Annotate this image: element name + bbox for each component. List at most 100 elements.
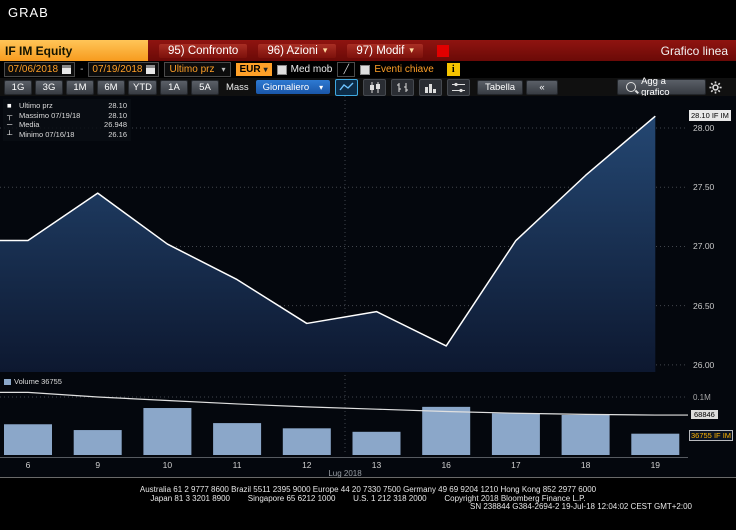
legend-square-icon: ■ xyxy=(7,101,16,111)
gear-icon xyxy=(709,81,722,94)
last-price-label: 28.10 IF IM xyxy=(689,110,731,121)
volume-ma-label: 68846 xyxy=(691,410,718,419)
ohlc-bars-icon xyxy=(395,82,410,93)
date-from-field[interactable]: 07/06/2018 xyxy=(4,62,75,77)
tabella-button[interactable]: Tabella xyxy=(477,80,523,95)
chart-toolbar: 07/06/2018 - 07/19/2018 Ultimo prz ▾ EUR… xyxy=(0,61,736,78)
grab-label: GRAB xyxy=(8,5,49,20)
candlestick-icon xyxy=(367,82,382,93)
legend-low-icon: ┴ xyxy=(7,130,16,140)
legend-label: Ultimo prz xyxy=(19,101,105,111)
annotate-pencil-icon[interactable]: ╱ xyxy=(337,62,355,77)
date-to-field[interactable]: 07/19/2018 xyxy=(88,62,159,77)
price-axis-label: 26.50 xyxy=(693,301,714,311)
price-axis-label: 28.00 xyxy=(693,123,714,133)
view-title: Grafico linea xyxy=(661,44,728,58)
settings-gear-button[interactable] xyxy=(709,81,722,94)
volume-legend: Volume 36755 xyxy=(4,377,62,386)
bar-chart-icon xyxy=(423,82,438,93)
x-axis-label: 19 xyxy=(640,460,670,470)
x-axis-label: 18 xyxy=(571,460,601,470)
legend-high-icon: ┬ xyxy=(7,111,16,121)
legend-label: Minimo 07/16/18 xyxy=(19,130,105,140)
chevron-down-icon: ▾ xyxy=(319,83,323,92)
x-axis-label: 11 xyxy=(222,460,252,470)
volume-swatch-icon xyxy=(4,379,11,385)
med-mob-option[interactable]: Med mob xyxy=(277,64,333,75)
chevron-down-icon: ▾ xyxy=(221,65,225,74)
security-ticker-field[interactable]: IF IM Equity xyxy=(0,40,148,61)
period-ytd-button[interactable]: YTD xyxy=(128,80,157,95)
menu-modif[interactable]: 97) Modif ▾ xyxy=(347,44,422,58)
legend-media: ─ Media 26.948 xyxy=(7,120,127,130)
date-to-value: 07/19/2018 xyxy=(92,64,142,75)
menu-azioni[interactable]: 96) Azioni ▾ xyxy=(258,44,336,58)
frequency-dropdown[interactable]: Giornaliero ▾ xyxy=(256,80,330,94)
legend-minimo: ┴ Minimo 07/16/18 26.16 xyxy=(7,130,127,140)
legend-label: Massimo 07/19/18 xyxy=(19,111,105,121)
collapse-panel-button[interactable]: « xyxy=(526,80,558,95)
x-axis: Lug 2018 691011121316171819 xyxy=(0,457,688,478)
currency-dropdown[interactable]: EUR ▾ xyxy=(236,63,272,76)
ohlc-bars-type-button[interactable] xyxy=(391,79,414,96)
price-legend: ■ Ultimo prz 28.10 ┬ Massimo 07/19/18 28… xyxy=(3,99,131,141)
magnifier-icon xyxy=(626,82,636,92)
line-chart-icon xyxy=(339,82,354,92)
notification-icon[interactable] xyxy=(437,45,449,57)
menu-confronto-label: 95) Confronto xyxy=(168,45,238,57)
date-separator: - xyxy=(80,64,83,75)
bar-volume-type-button[interactable] xyxy=(419,79,442,96)
x-axis-label: 13 xyxy=(362,460,392,470)
add-to-chart-label: Agg a grafico xyxy=(641,76,697,98)
period-1m-button[interactable]: 1M xyxy=(66,80,94,95)
volume-last-label: 36755 IF IM xyxy=(689,430,733,441)
line-chart-type-button[interactable] xyxy=(335,79,358,96)
candlestick-type-button[interactable] xyxy=(363,79,386,96)
x-axis-title: Lug 2018 xyxy=(313,469,377,478)
legend-mean-icon: ─ xyxy=(7,120,16,130)
chart-region: ■ Ultimo prz 28.10 ┬ Massimo 07/19/18 28… xyxy=(0,96,736,478)
menu-azioni-label: 96) Azioni xyxy=(267,45,318,57)
chevron-down-icon: ▾ xyxy=(264,65,268,74)
legend-massimo: ┬ Massimo 07/19/18 28.10 xyxy=(7,111,127,121)
legend-value: 26.16 xyxy=(108,130,127,140)
eventi-chiave-label: Eventi chiave xyxy=(374,64,433,75)
add-to-chart-button[interactable]: Agg a grafico xyxy=(617,79,706,95)
x-axis-label: 6 xyxy=(13,460,43,470)
period-bar: 1G 3G 1M 6M YTD 1A 5A Mass Giornaliero ▾ xyxy=(0,78,736,96)
period-5a-button[interactable]: 5A xyxy=(191,80,219,95)
legend-ultimo-prz: ■ Ultimo prz 28.10 xyxy=(7,101,127,111)
period-mass-button[interactable]: Mass xyxy=(226,82,249,93)
period-1a-button[interactable]: 1A xyxy=(160,80,188,95)
right-axis: 28.10 IF IM 0.1M 68846 36755 IF IM 28.00… xyxy=(688,96,736,477)
x-axis-label: 10 xyxy=(152,460,182,470)
menu-confronto[interactable]: 95) Confronto xyxy=(159,44,247,58)
calendar-icon[interactable] xyxy=(146,65,155,74)
med-mob-checkbox[interactable] xyxy=(277,65,287,75)
period-1g-button[interactable]: 1G xyxy=(4,80,32,95)
study-settings-button[interactable] xyxy=(447,79,470,96)
legend-value: 28.10 xyxy=(108,101,127,111)
x-axis-label: 12 xyxy=(292,460,322,470)
x-axis-label: 16 xyxy=(431,460,461,470)
legend-value: 28.10 xyxy=(108,111,127,121)
legend-label: Media xyxy=(19,120,101,130)
footer: Australia 61 2 9777 8600 Brazil 5511 239… xyxy=(0,486,736,512)
price-axis-label: 27.00 xyxy=(693,241,714,251)
eventi-chiave-option[interactable]: Eventi chiave xyxy=(360,64,433,75)
calendar-icon[interactable] xyxy=(62,65,71,74)
chevron-down-icon: ▾ xyxy=(323,45,328,56)
price-field-dropdown[interactable]: Ultimo prz ▾ xyxy=(164,62,230,77)
period-6m-button[interactable]: 6M xyxy=(97,80,125,95)
volume-chart-svg[interactable] xyxy=(0,375,688,455)
price-field-value: Ultimo prz xyxy=(169,64,214,75)
volume-axis-label: 0.1M xyxy=(693,393,711,402)
price-axis-label: 26.00 xyxy=(693,360,714,370)
currency-value: EUR xyxy=(240,64,261,75)
info-icon[interactable]: i xyxy=(447,63,460,76)
price-axis-label: 27.50 xyxy=(693,182,714,192)
period-3g-button[interactable]: 3G xyxy=(35,80,63,95)
eventi-chiave-checkbox[interactable] xyxy=(360,65,370,75)
footer-session-info: SN 238844 G384-2694-2 19-Jul-18 12:04:02… xyxy=(0,503,736,512)
med-mob-label: Med mob xyxy=(291,64,333,75)
